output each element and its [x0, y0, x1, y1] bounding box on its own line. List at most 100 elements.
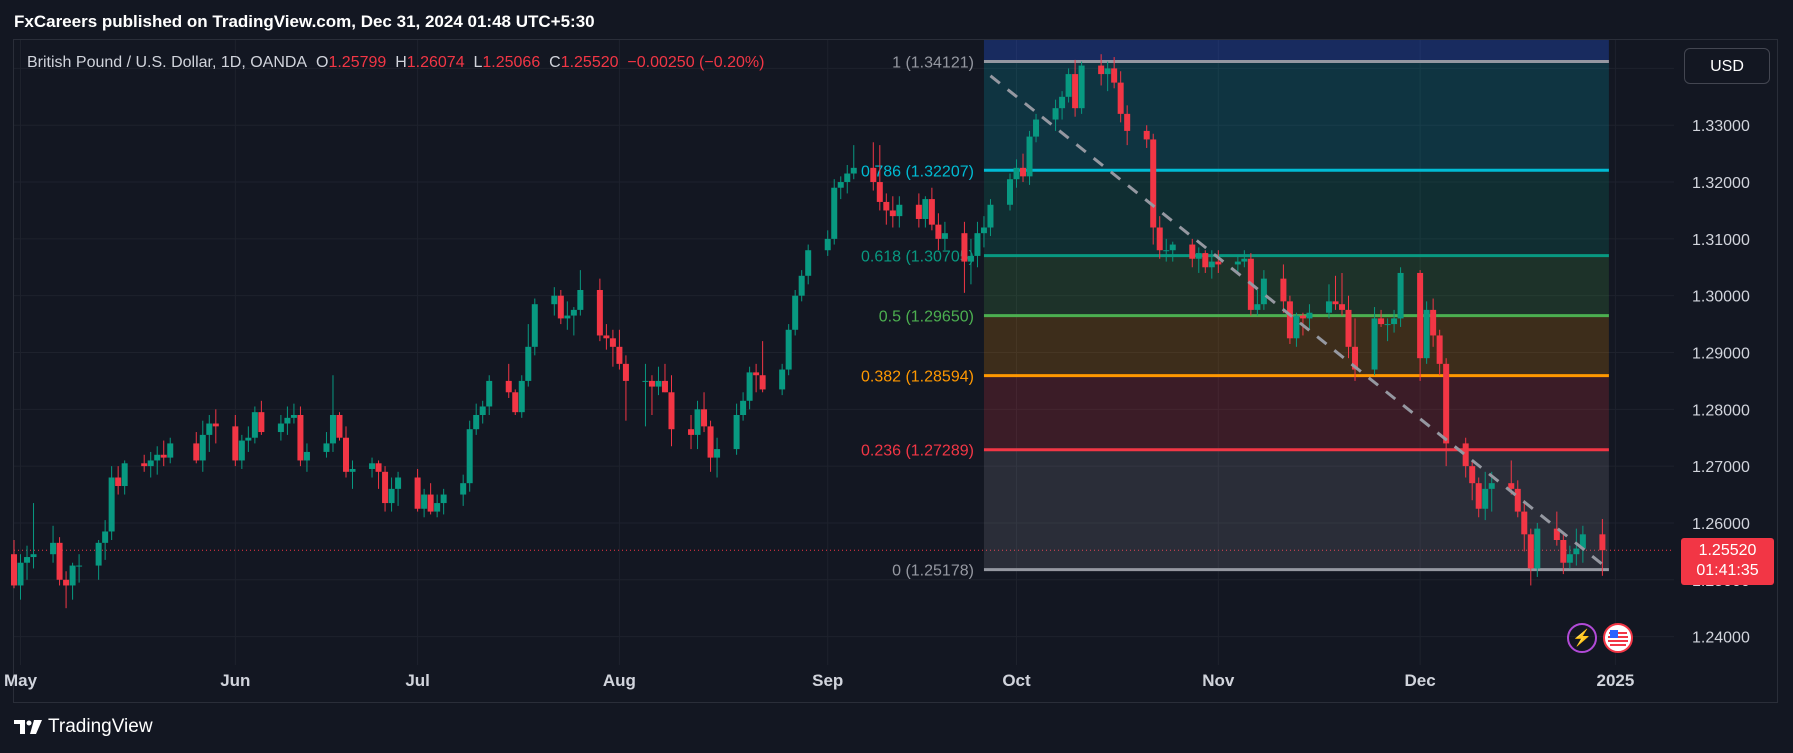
candle-body: [1020, 167, 1027, 177]
candle: [336, 412, 343, 441]
chart-frame[interactable]: [13, 39, 1778, 703]
y-tick-label: 1.26000: [1692, 516, 1750, 533]
candle-body: [167, 443, 174, 458]
candle: [375, 460, 382, 489]
candle: [518, 375, 525, 418]
candle: [1488, 471, 1495, 512]
close-label: C: [549, 54, 561, 71]
candle: [1286, 295, 1293, 344]
candle-body: [1339, 304, 1345, 310]
candle: [303, 443, 310, 472]
candle: [1293, 312, 1300, 347]
candle: [160, 440, 167, 467]
y-tick-label: 1.28000: [1692, 402, 1750, 419]
candle: [746, 366, 753, 410]
publisher-header: FxCareers published on TradingView.com, …: [14, 12, 595, 31]
candle: [343, 426, 349, 478]
fib-level-label: 0.382 (1.28594): [861, 369, 974, 386]
candle: [1352, 318, 1359, 381]
candle-body: [1169, 244, 1176, 251]
us-flag-icon[interactable]: [1603, 623, 1633, 653]
x-tick-label: Dec: [1405, 671, 1436, 690]
candle-body: [1332, 301, 1339, 305]
candle-body: [95, 542, 102, 566]
candle-body: [785, 329, 792, 370]
candle-body: [1293, 315, 1300, 339]
candle-body: [850, 167, 857, 174]
candle-body: [1072, 74, 1079, 109]
candle-body: [30, 554, 37, 558]
candle: [1280, 264, 1287, 313]
y-tick-label: 1.33000: [1692, 118, 1750, 135]
fib-band: [983, 61, 1609, 171]
candle-body: [935, 224, 942, 239]
candle-body: [329, 415, 336, 444]
candle: [479, 400, 486, 424]
candle: [1098, 54, 1105, 86]
candle-body: [369, 463, 376, 469]
candle-body: [759, 375, 766, 390]
candle: [1007, 173, 1013, 211]
candle-body: [1423, 309, 1430, 359]
y-tick-label: 1.30000: [1692, 289, 1750, 306]
candle-body: [740, 400, 747, 415]
candle: [258, 400, 265, 435]
candle: [277, 415, 284, 441]
candle-body: [1417, 272, 1424, 359]
lightning-alert-icon[interactable]: ⚡: [1567, 623, 1597, 653]
candle: [1599, 518, 1606, 576]
candle: [798, 270, 805, 302]
candle: [870, 142, 877, 191]
candle: [1332, 275, 1339, 310]
candle: [1339, 272, 1345, 316]
candle: [1566, 545, 1573, 569]
candle-body: [622, 363, 629, 381]
y-tick-label: 1.31000: [1692, 232, 1750, 249]
candle: [251, 406, 258, 444]
candle: [141, 454, 148, 472]
candle: [290, 403, 297, 424]
candle: [1124, 105, 1131, 146]
close-value: 1.25520: [560, 54, 619, 71]
candle-body: [375, 463, 382, 472]
fib-level-label: 0.236 (1.27289): [861, 443, 974, 460]
candle-body: [1371, 318, 1378, 370]
candle: [753, 363, 760, 393]
candle-body: [805, 250, 812, 276]
candle-body: [1527, 534, 1534, 569]
candle: [928, 187, 935, 231]
candle: [1169, 241, 1176, 262]
candle: [1163, 238, 1170, 262]
candle-body: [1469, 466, 1476, 484]
candle: [1234, 255, 1241, 273]
candle-body: [688, 429, 695, 435]
candle: [69, 562, 76, 600]
candle: [661, 363, 668, 393]
currency-button[interactable]: USD: [1684, 48, 1770, 84]
candle-body: [245, 437, 252, 441]
candle-body: [707, 426, 714, 458]
candle: [1117, 71, 1124, 123]
candle-body: [473, 415, 480, 430]
candle: [395, 471, 402, 506]
candle: [831, 179, 838, 245]
low-value: 1.25066: [482, 54, 541, 71]
y-tick-label: 1.29000: [1692, 346, 1750, 363]
candle-body: [17, 562, 24, 586]
candle-body: [1156, 227, 1163, 251]
candle: [1013, 159, 1020, 188]
candle-body: [714, 449, 721, 458]
candle: [1560, 534, 1567, 575]
high-label: H: [395, 54, 407, 71]
bar-countdown: 01:41:35: [1696, 562, 1759, 579]
candle-body: [1391, 318, 1398, 325]
footer-brand[interactable]: TradingView: [14, 716, 153, 738]
y-tick-label: 1.27000: [1692, 459, 1750, 476]
candle: [551, 287, 558, 316]
candle-body: [382, 471, 389, 504]
candle: [1306, 304, 1313, 330]
fib-band: [983, 255, 1609, 316]
candle: [622, 355, 629, 421]
candle: [876, 145, 883, 211]
